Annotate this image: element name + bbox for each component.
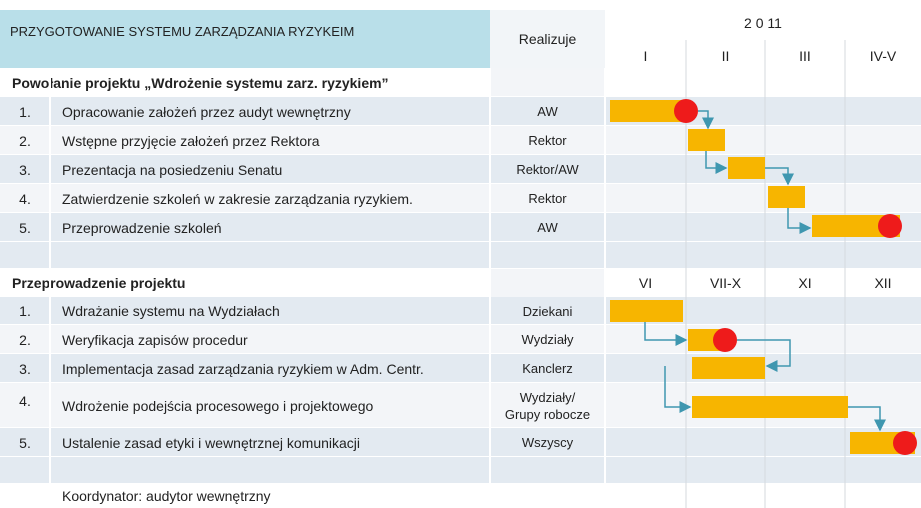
who: Dziekani (490, 297, 605, 325)
period-label: III (799, 48, 811, 64)
who: Rektor (490, 126, 605, 155)
who-line: Kanclerz (522, 361, 573, 376)
dependency-arrow (664, 366, 692, 413)
task-bar (688, 129, 725, 151)
row-bg (0, 155, 921, 183)
row-num: 3. (19, 360, 31, 377)
task: Weryfikacja zapisów procedur (62, 331, 248, 348)
section-header: Powołanie projektu „Wdrożenie systemu za… (12, 74, 389, 91)
task: Przeprowadzenie szkoleń (62, 219, 222, 236)
year: 2 0 11 (744, 15, 782, 31)
who-line: AW (537, 220, 558, 235)
section-header: Przeprowadzenie projektu (12, 275, 186, 291)
section-header-fill (490, 68, 605, 96)
dependency-arrow (737, 339, 791, 372)
task-bar (728, 157, 765, 179)
row-bg (0, 213, 921, 241)
who-line: Wydziały (521, 332, 574, 347)
who-line: Wszyscy (521, 435, 574, 450)
period-label: IV-V (869, 48, 897, 64)
footer: Koordynator: audytor wewnętrzny (62, 488, 271, 504)
who: Rektor/AW (490, 155, 605, 184)
who: AW (490, 213, 605, 242)
task: Prezentacja na posiedzeniu Senatu (62, 161, 283, 178)
dependency-arrow (698, 110, 714, 130)
dependency-arrow (765, 167, 794, 186)
empty-row (0, 242, 921, 268)
row-bg (0, 184, 921, 212)
task: Wdrażanie systemu na Wydziałach (62, 303, 280, 319)
who: Wydziały (490, 325, 605, 354)
who: Wszyscy (490, 428, 605, 457)
dependency-arrow (644, 322, 688, 346)
dependency-arrow (848, 406, 886, 432)
row-num: 5. (19, 434, 31, 451)
row-num: 1. (19, 103, 31, 120)
who: AW (490, 97, 605, 126)
year-cell: 2 0 11 (605, 12, 921, 34)
task: Opracowanie założeń przez audyt wewnętrz… (62, 103, 351, 120)
row-num: 1. (19, 303, 31, 319)
row-num: 3. (19, 161, 31, 178)
task: Zatwierdzenie szkoleń w zakresie zarządz… (62, 190, 413, 207)
task-bar (692, 357, 765, 379)
row-bg (0, 297, 921, 324)
who: Wydziały/Grupy robocze (490, 383, 605, 428)
task: Wstępne przyjęcie założeń przez Rektora (62, 132, 320, 149)
milestone (713, 328, 737, 352)
row-num: 5. (19, 219, 31, 236)
period-label: II (721, 48, 730, 64)
who-line: Wydziały/ (519, 389, 576, 405)
milestone (674, 99, 698, 123)
task-bar (768, 186, 805, 208)
period-label: XII (874, 275, 892, 291)
dependency-arrow (705, 151, 728, 174)
milestone (893, 431, 917, 455)
task: Wdrożenie podejścia procesowego i projek… (62, 397, 374, 414)
milestone (878, 214, 902, 238)
period-label: VI (638, 275, 653, 291)
realizuje-header: Realizuje (490, 10, 605, 68)
who: Rektor (490, 184, 605, 213)
who-line: AW (537, 104, 558, 119)
row-bg (0, 126, 921, 154)
who-line: Dziekani (522, 303, 573, 319)
realizuje: Realizuje (518, 31, 577, 47)
task: Ustalenie zasad etyki i wewnętrznej komu… (62, 434, 361, 451)
row-num: 2. (19, 132, 31, 149)
row-bg (0, 97, 921, 125)
row-num: 2. (19, 331, 31, 348)
task-bar (610, 100, 688, 122)
dependency-arrow (787, 208, 812, 234)
who-line: Rektor (528, 133, 567, 148)
task-bar (812, 215, 900, 237)
row-num: 4. (19, 190, 31, 207)
title: PRZYGOTOWANIE SYSTEMU ZARZĄDZANIA RYZYKE… (10, 24, 355, 39)
period-label: XI (798, 275, 812, 291)
who-line: Rektor (528, 191, 567, 206)
period-label: VII-X (709, 275, 742, 291)
task-bar (692, 396, 848, 418)
who-line: Grupy robocze (504, 406, 591, 422)
empty-row (0, 457, 921, 483)
row-bg (0, 325, 921, 353)
period-label: I (643, 48, 648, 64)
title-cell: PRZYGOTOWANIE SYSTEMU ZARZĄDZANIA RYZYKE… (0, 10, 490, 68)
who-line: Rektor/AW (516, 162, 579, 177)
task-bar (610, 300, 683, 322)
who: Kanclerz (490, 354, 605, 383)
section-header-fill (490, 269, 605, 297)
row-num: 4. (19, 393, 31, 409)
task: Implementacja zasad zarządzania ryzykiem… (62, 360, 424, 377)
row-bg (0, 428, 921, 456)
